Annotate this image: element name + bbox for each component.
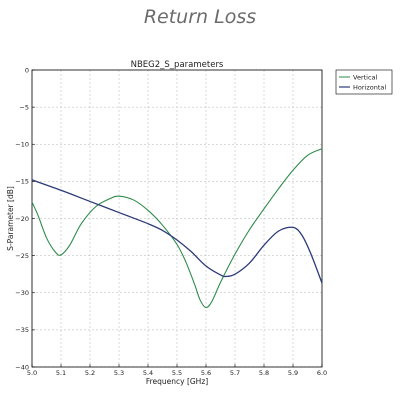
legend-label-horizontal: Horizontal xyxy=(353,83,386,91)
x-tick-label: 5.4 xyxy=(143,369,153,377)
series-line-horizontal xyxy=(31,179,323,284)
x-tick-label: 5.0 xyxy=(27,369,37,377)
x-tick-label: 5.3 xyxy=(114,369,124,377)
y-tick-label: −10 xyxy=(15,141,29,149)
grid xyxy=(31,69,323,368)
y-tick-label: −40 xyxy=(15,363,29,371)
x-tick-label: 5.9 xyxy=(288,369,298,377)
y-tick-label: −20 xyxy=(15,215,29,223)
legend-label-vertical: Vertical xyxy=(353,73,378,81)
y-axis-label: S-Parameter [dB] xyxy=(6,186,15,251)
y-tick-label: −25 xyxy=(15,252,29,260)
y-tick-label: −15 xyxy=(15,178,29,186)
x-tick-label: 5.6 xyxy=(201,369,211,377)
y-tick-label: −35 xyxy=(15,326,29,334)
page-heading: Return Loss xyxy=(143,6,257,28)
y-tick-label: −5 xyxy=(19,103,29,111)
x-axis-label: Frequency [GHz] xyxy=(146,377,208,386)
chart-title: NBEG2_S_parameters xyxy=(131,60,224,70)
legend-box xyxy=(335,69,393,95)
x-axis-ticks: 5.0 5.1 5.2 5.3 5.4 5.5 5.6 5.7 5.8 5.9 6.0 xyxy=(27,364,327,377)
series-line-vertical xyxy=(31,148,323,309)
x-tick-label: 6.0 xyxy=(317,369,327,377)
x-tick-label: 5.2 xyxy=(85,369,95,377)
y-axis-ticks: 0 −5 −10 −15 −20 −25 −30 −35 −40 xyxy=(15,66,35,371)
x-tick-label: 5.5 xyxy=(172,369,182,377)
x-tick-label: 5.8 xyxy=(259,369,269,377)
x-tick-label: 5.7 xyxy=(230,369,240,377)
x-tick-label: 5.1 xyxy=(56,369,66,377)
y-tick-label: −30 xyxy=(15,289,29,297)
legend: Vertical Horizontal xyxy=(335,69,393,95)
y-tick-label: 0 xyxy=(25,66,29,74)
series-layer xyxy=(31,148,323,309)
